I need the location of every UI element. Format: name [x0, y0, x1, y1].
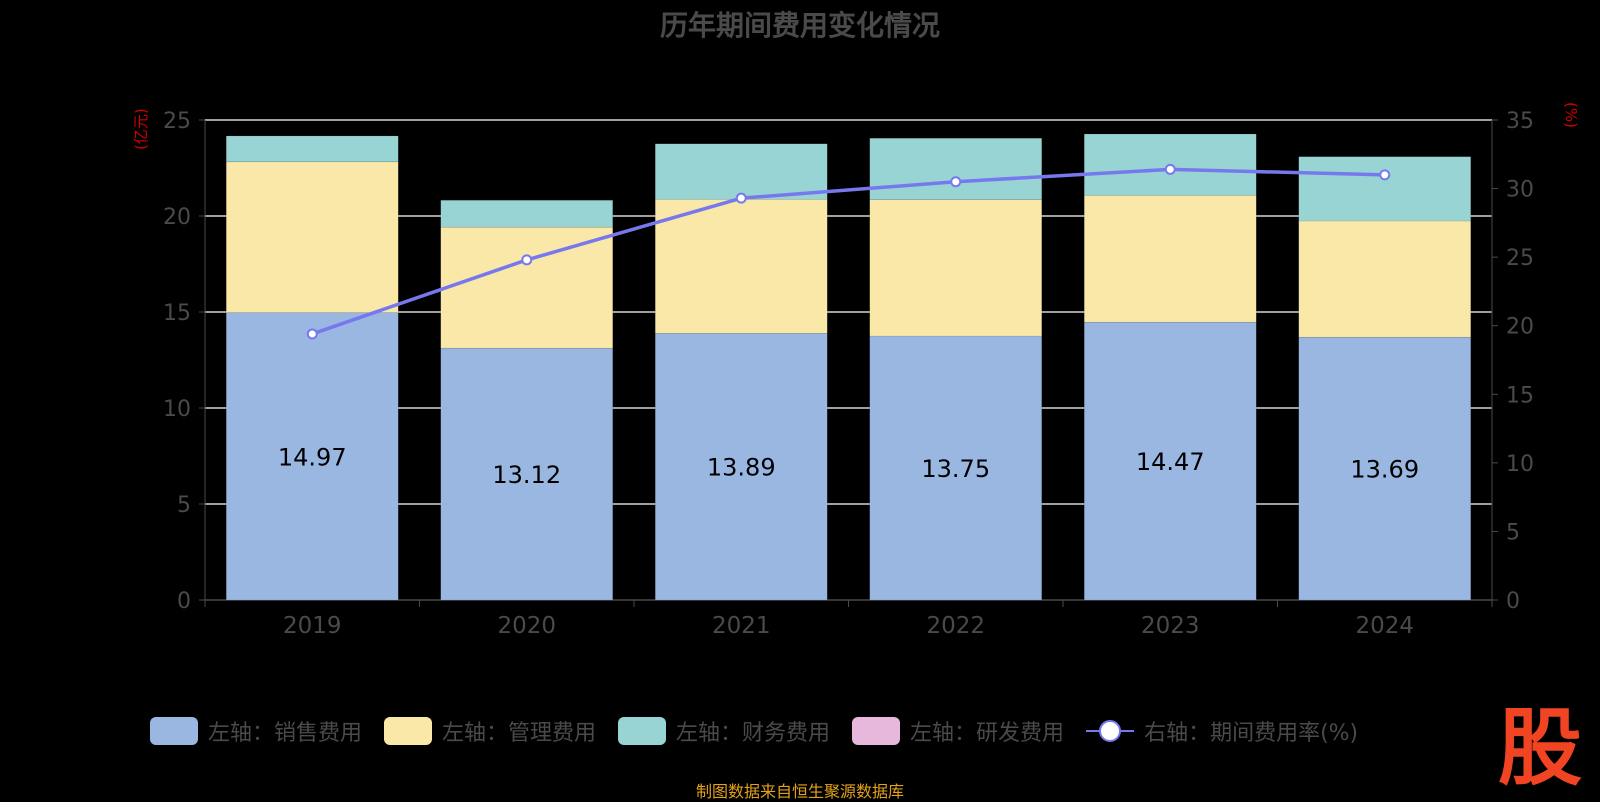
- x-tick-label: 2022: [926, 613, 985, 639]
- legend-swatch-sales: [150, 717, 198, 745]
- x-tick-label: 2020: [497, 613, 556, 639]
- bar-finance: [440, 200, 613, 228]
- x-tick-label: 2019: [283, 613, 342, 639]
- rate-point: [1164, 163, 1176, 175]
- bar-data-label: 13.75: [921, 455, 990, 483]
- bar-sales: [440, 347, 613, 601]
- legend-label-rate: 右轴：期间费用率(%): [1144, 721, 1359, 746]
- y-left-tick-label: 10: [163, 397, 191, 422]
- y-left-tick-label: 0: [177, 589, 191, 614]
- y-left-tick-label: 5: [177, 493, 191, 518]
- bar-data-label: 14.97: [278, 443, 347, 471]
- bar-data-label: 13.69: [1350, 456, 1419, 484]
- y-right-tick-label: 5: [1506, 520, 1520, 545]
- y-right-tick-label: 10: [1506, 452, 1534, 477]
- bar-admin: [1298, 220, 1471, 338]
- bar-finance: [655, 143, 828, 200]
- legend-label-admin: 左轴：管理费用: [442, 721, 597, 746]
- bar-admin: [869, 199, 1042, 337]
- y-right-tick-label: 30: [1506, 178, 1534, 203]
- legend-swatch-rnd: [852, 717, 901, 745]
- chart-title: 历年期间费用变化情况: [659, 9, 940, 42]
- bar-sales: [655, 333, 828, 601]
- y-left-tick-label: 15: [163, 301, 191, 326]
- bar-sales: [226, 312, 399, 601]
- legend-item-sales[interactable]: 左轴：销售费用: [150, 715, 362, 747]
- bar-data-label: 13.89: [707, 454, 776, 482]
- y-right-tick-label: 35: [1506, 109, 1534, 134]
- bar-finance: [869, 137, 1042, 200]
- rate-point: [950, 176, 962, 188]
- x-tick-label: 2021: [712, 613, 771, 639]
- legend-item-admin[interactable]: 左轴：管理费用: [384, 715, 596, 747]
- bar-sales: [1298, 336, 1471, 601]
- legend-item-finance[interactable]: 左轴：财务费用: [618, 715, 830, 747]
- bar-data-label: 13.12: [492, 461, 561, 489]
- rate-point: [735, 192, 747, 204]
- y-right-tick-label: 0: [1506, 589, 1520, 614]
- legend-swatch-admin: [384, 717, 433, 745]
- bar-finance: [1298, 156, 1471, 222]
- rate-point: [306, 328, 318, 340]
- x-tick-label: 2023: [1141, 613, 1200, 639]
- legend: 左轴：销售费用 左轴：管理费用 左轴：财务费用 左轴：研发费用 右轴：期间费用率…: [150, 714, 1358, 748]
- y-right-tick-label: 15: [1506, 383, 1534, 408]
- legend-label-sales: 左轴：销售费用: [208, 721, 363, 746]
- bar-sales: [1084, 321, 1257, 601]
- bar-admin: [655, 199, 828, 334]
- brand-logo: 股: [1497, 698, 1582, 797]
- bar-admin: [1084, 195, 1257, 323]
- rate-point: [521, 254, 533, 266]
- bar-finance: [226, 135, 399, 163]
- rate-line: [311, 167, 1385, 336]
- rate-point: [1379, 169, 1391, 181]
- legend-label-finance: 左轴：财务费用: [676, 721, 831, 746]
- source-note: 制图数据来自恒生聚源数据库: [695, 782, 904, 801]
- bar-admin: [226, 161, 399, 313]
- legend-swatch-finance: [618, 717, 667, 745]
- y-right-tick-label: 25: [1506, 246, 1534, 271]
- legend-swatch-rate: [1086, 717, 1135, 745]
- legend-item-rnd[interactable]: 左轴：研发费用: [852, 715, 1064, 747]
- y-left-tick-label: 25: [163, 109, 191, 134]
- y-right-tick-label: 20: [1506, 315, 1534, 340]
- x-tick-label: 2024: [1355, 613, 1414, 639]
- bar-admin: [440, 226, 613, 349]
- bar-sales: [869, 335, 1042, 601]
- bar-data-label: 14.47: [1136, 448, 1205, 476]
- legend-item-rate[interactable]: 右轴：期间费用率(%): [1086, 715, 1358, 747]
- legend-label-rnd: 左轴：研发费用: [910, 721, 1065, 746]
- y-left-tick-label: 20: [163, 205, 191, 230]
